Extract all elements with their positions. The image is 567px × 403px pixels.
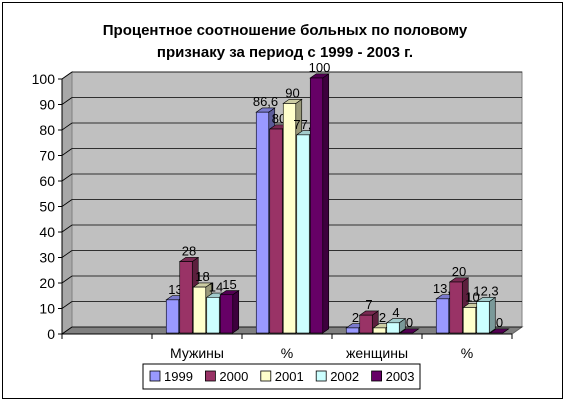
gridline-side <box>61 199 73 207</box>
legend-label: 1999 <box>164 369 193 384</box>
gridline-side <box>61 173 73 182</box>
data-label: 100 <box>309 60 331 75</box>
bar-front <box>435 298 450 334</box>
data-label: 2 <box>352 310 359 325</box>
data-label: 0 <box>496 315 503 330</box>
bar <box>219 289 240 334</box>
bar-front <box>462 307 477 334</box>
legend-swatch <box>204 370 216 382</box>
y-tick-label: 0 <box>47 326 55 342</box>
gridline-side <box>61 71 73 80</box>
legend-label: 2003 <box>386 369 415 384</box>
bar-side <box>488 296 496 334</box>
gridline-side <box>61 97 73 105</box>
data-label: 28 <box>182 244 196 259</box>
bar-front <box>165 299 180 334</box>
bar-front <box>179 261 193 334</box>
bar-front <box>219 294 234 334</box>
x-category-label: % <box>461 345 473 361</box>
chart-title-line-2: признаку за период с 1999 - 2003 г. <box>157 44 413 61</box>
legend-swatch <box>149 370 161 382</box>
y-tick-label: 60 <box>39 173 55 189</box>
y-tick-label: 30 <box>39 250 55 266</box>
x-category-label: женщины <box>346 345 408 361</box>
gridline-side <box>61 224 73 233</box>
bar <box>358 310 380 334</box>
y-tick-label: 10 <box>39 301 55 317</box>
data-label: 12,3 <box>473 284 498 299</box>
data-label: 18 <box>195 269 209 284</box>
y-tick-label: 20 <box>39 275 55 291</box>
data-label: 90 <box>285 86 299 101</box>
data-label: 7 <box>365 297 372 312</box>
x-category-label: Мужины <box>170 345 224 361</box>
data-label: 20 <box>452 264 466 279</box>
y-tick-label: 40 <box>39 224 55 240</box>
x-category-label: % <box>281 345 293 361</box>
bar-front <box>269 128 283 334</box>
bar-front <box>449 281 463 334</box>
data-label: 86,6 <box>253 94 278 109</box>
data-label: 0 <box>406 315 413 330</box>
legend-swatch <box>315 370 327 382</box>
bar-front <box>359 314 373 334</box>
gridline-side <box>61 301 73 309</box>
gridline-side <box>61 275 73 284</box>
legend-label: 2001 <box>275 369 304 384</box>
legend-label: 2000 <box>219 369 248 384</box>
data-label: 15 <box>222 277 236 292</box>
y-tick-label: 50 <box>39 199 55 215</box>
legend-swatch <box>260 370 272 382</box>
data-label: 14 <box>209 279 223 294</box>
bar-front <box>386 322 400 334</box>
data-label: 80 <box>272 111 286 126</box>
legend: 1999 2000 2001 2002 2003 <box>142 363 421 390</box>
data-label: 2 <box>379 310 386 325</box>
y-tick-label: 70 <box>39 148 55 164</box>
y-tick-label: 80 <box>39 122 55 138</box>
y-tick-label: 100 <box>32 71 56 87</box>
data-label: 13 <box>168 282 182 297</box>
bar <box>399 328 420 334</box>
bar <box>309 73 330 334</box>
bar-front <box>192 286 207 334</box>
bar-top <box>489 328 510 334</box>
legend-label: 2002 <box>330 369 359 384</box>
bar-front <box>309 77 324 334</box>
legend-swatch <box>371 370 383 382</box>
data-label: 10 <box>465 290 479 305</box>
gridline-side <box>61 122 73 131</box>
bar-front <box>255 111 270 334</box>
bar-side <box>232 289 240 334</box>
gridline-side <box>61 326 73 335</box>
bar-front <box>372 327 387 334</box>
y-tick-label: 90 <box>39 97 55 113</box>
gridline-side <box>61 250 73 258</box>
bar-front <box>345 327 360 334</box>
data-label: 4 <box>392 305 399 320</box>
bar-top <box>399 328 420 334</box>
bar <box>385 318 407 334</box>
bar-front <box>476 301 490 334</box>
bar-front <box>282 103 297 334</box>
bar <box>489 328 510 334</box>
bar-side <box>322 73 330 334</box>
chart-title-line-1: Процентное соотношение больных по полово… <box>103 22 468 39</box>
bar-front <box>296 134 310 334</box>
gridline-side <box>61 148 73 156</box>
bar-front <box>206 296 220 334</box>
bar <box>475 296 497 334</box>
